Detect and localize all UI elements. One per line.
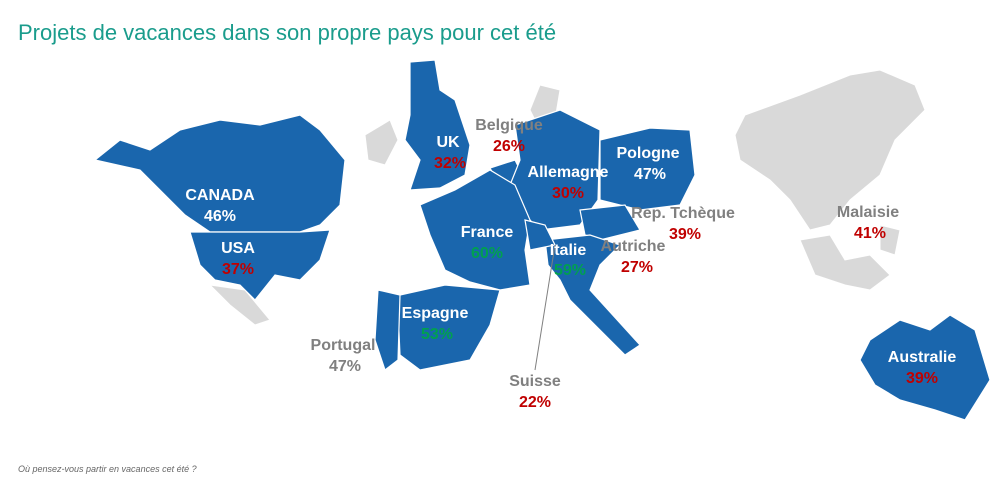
background-land: [208, 69, 926, 326]
region-share: 46%: [204, 208, 236, 225]
labels: CANADA 46% USA 37% UK 32% Belgique 26% A…: [185, 117, 956, 411]
region-name: Allemagne: [528, 164, 609, 181]
footnote: Où pensez-vous partir en vacances cet ét…: [18, 464, 197, 474]
region-name: Espagne: [402, 305, 469, 322]
region-name: Malaisie: [837, 204, 899, 221]
region-share: 39%: [906, 370, 938, 387]
region-name: Australie: [888, 349, 957, 366]
region-share: 27%: [621, 259, 653, 276]
region-name: Pologne: [616, 145, 679, 162]
region-share: 37%: [222, 261, 254, 278]
region-name: Portugal: [311, 337, 376, 354]
region-share: 60%: [471, 245, 503, 262]
region-share: 32%: [434, 155, 466, 172]
region-share: 39%: [669, 226, 701, 243]
region-name: Rep. Tchèque: [631, 205, 735, 222]
leader-line: [534, 244, 556, 371]
region-name: CANADA: [185, 187, 255, 204]
region-name: Autriche: [601, 238, 666, 255]
title: Projets de vacances dans son propre pays…: [18, 20, 556, 45]
region-name: Suisse: [509, 373, 561, 390]
region-name: Belgique: [475, 117, 543, 134]
region-share: 22%: [519, 394, 551, 411]
region-share: 47%: [329, 358, 361, 375]
highlighted-land: [93, 59, 991, 421]
region-share: 59%: [554, 262, 586, 279]
region-share: 41%: [854, 225, 886, 242]
region-name: UK: [436, 134, 460, 151]
region-name: Italie: [550, 242, 587, 259]
region-share: 26%: [493, 138, 525, 155]
region-name: USA: [221, 240, 255, 257]
region-share: 30%: [552, 185, 584, 202]
region-share: 47%: [634, 166, 666, 183]
region-name: France: [461, 224, 514, 241]
region-share: 53%: [421, 326, 453, 343]
